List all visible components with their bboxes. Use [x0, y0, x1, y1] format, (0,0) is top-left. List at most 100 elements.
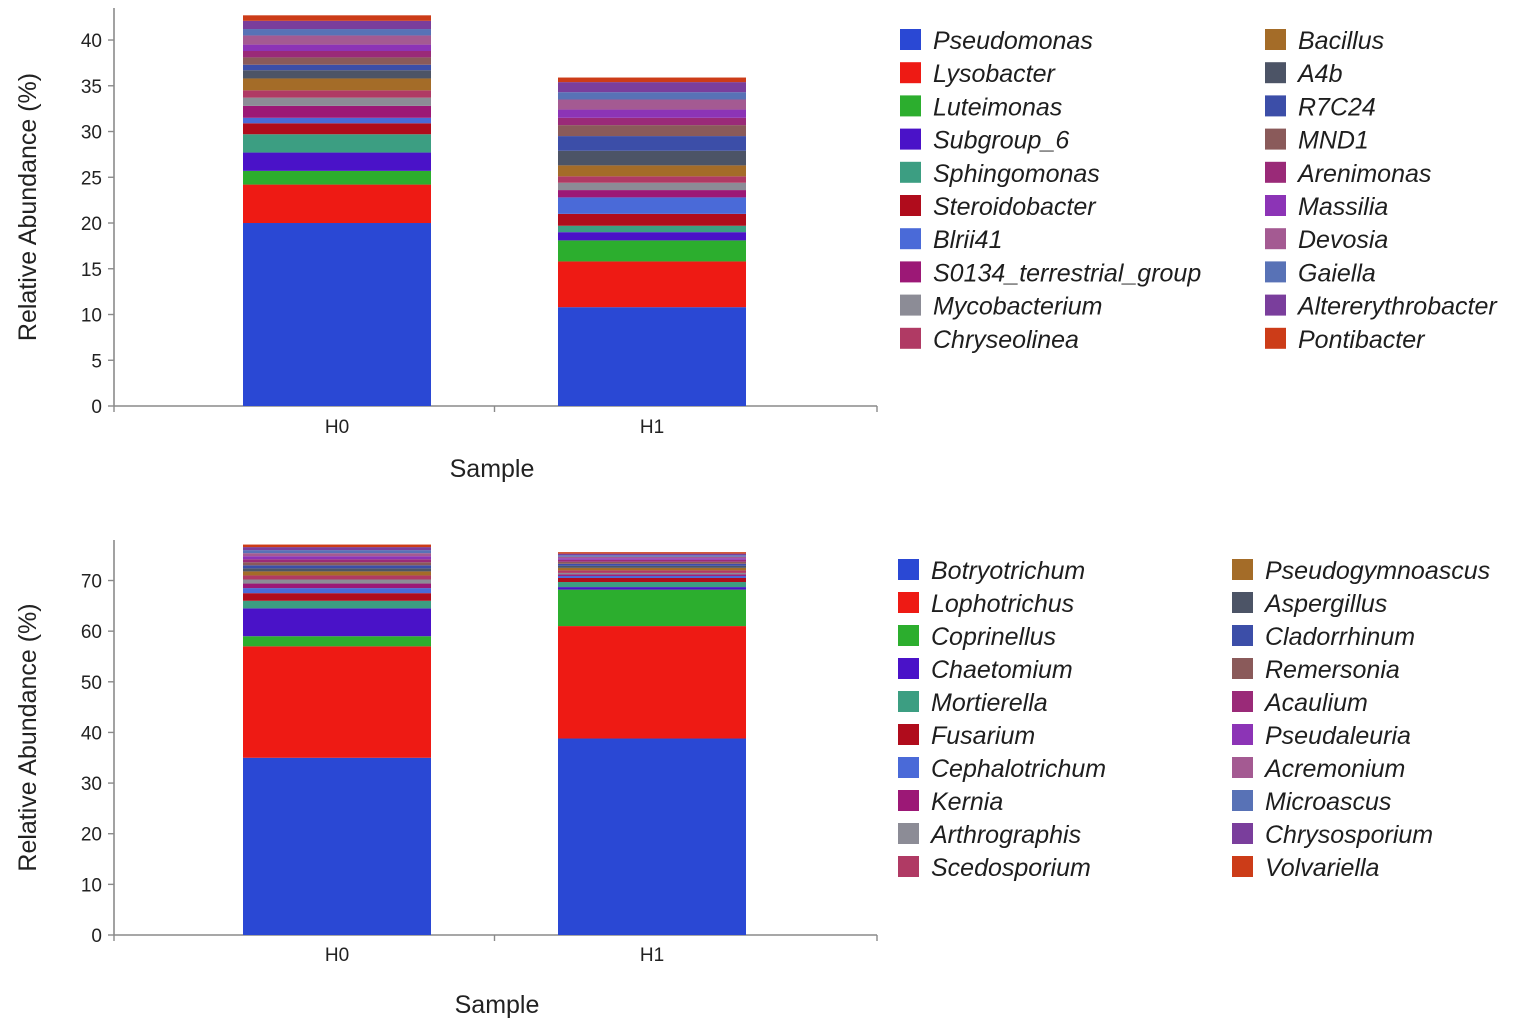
y-tick-label: 30	[81, 774, 102, 795]
bar-segment	[243, 44, 431, 52]
bar-segment	[243, 600, 431, 609]
legend-swatch	[1265, 327, 1286, 349]
bar-segment	[558, 556, 746, 559]
bar-segment	[243, 117, 431, 124]
y-tick-label: 5	[91, 351, 102, 372]
legend-swatch	[898, 592, 919, 613]
bar-segment	[243, 553, 431, 557]
y-tick-label: 40	[81, 31, 102, 52]
bar-segment	[243, 559, 431, 563]
bar-segment	[558, 559, 746, 562]
bar-segment	[558, 197, 746, 214]
x-tick-label: H1	[640, 417, 664, 438]
legend-label: Sphingomonas	[933, 160, 1100, 188]
bar-segment	[558, 558, 746, 560]
legend-label: Scedosporium	[931, 854, 1091, 882]
bar-segment	[243, 593, 431, 601]
legend-swatch	[898, 757, 919, 778]
legend-swatch	[898, 625, 919, 646]
y-tick-label: 25	[81, 168, 102, 189]
y-axis-title: Relative Abundance (%)	[14, 603, 42, 871]
bar-segment	[243, 562, 431, 566]
legend-label: Chaetomium	[931, 656, 1073, 684]
bar-segment	[558, 565, 746, 568]
x-tick-label: H1	[640, 945, 664, 966]
bar-segment	[243, 568, 431, 572]
y-tick-label: 0	[91, 397, 102, 418]
legend-label: Volvariella	[1265, 854, 1380, 882]
legend-label: A4b	[1296, 60, 1343, 88]
legend-label: Arthrographis	[929, 821, 1081, 849]
bar-segment	[243, 35, 431, 45]
bar-segment	[243, 571, 431, 576]
legend-label: Cladorrhinum	[1265, 623, 1415, 651]
legend-label: Cephalotrichum	[931, 755, 1106, 783]
bar-segment	[558, 577, 746, 583]
legend-swatch	[1232, 658, 1253, 679]
y-tick-label: 0	[91, 926, 102, 947]
legend-label: Massilia	[1298, 193, 1388, 221]
bar-segment	[558, 92, 746, 100]
bar-segment	[558, 552, 746, 554]
legend-label: Acremonium	[1263, 755, 1405, 783]
legend-swatch	[898, 856, 919, 877]
legend-label: Fusarium	[931, 722, 1035, 750]
y-tick-label: 60	[81, 622, 102, 643]
bar-segment	[243, 57, 431, 65]
x-axis-title: Sample	[455, 991, 540, 1019]
legend-swatch	[1232, 823, 1253, 844]
y-tick-label: 20	[81, 825, 102, 846]
legend-swatch	[900, 261, 921, 283]
legend-label: R7C24	[1298, 93, 1376, 121]
legend-swatch	[1265, 261, 1286, 283]
legend-label: Devosia	[1298, 226, 1388, 254]
legend-label: Steroidobacter	[933, 193, 1097, 221]
bar-segment	[243, 588, 431, 594]
bar-segment	[558, 574, 746, 576]
bar-segment	[558, 567, 746, 571]
legend-label: Microascus	[1265, 788, 1391, 816]
y-axis-title: Relative Abundance (%)	[14, 73, 42, 341]
legend-label: Aspergillus	[1263, 590, 1387, 618]
bar-segment	[243, 608, 431, 637]
legend-swatch	[898, 790, 919, 811]
bar-segment	[243, 646, 431, 758]
bar-segment	[558, 563, 746, 566]
legend-label: Pseudaleuria	[1265, 722, 1411, 750]
bar-segment	[558, 553, 746, 556]
bar-segment	[243, 550, 431, 554]
bar-segment	[243, 636, 431, 647]
legend-label: Remersonia	[1265, 656, 1400, 684]
bacteria-chart-panel: 0 5 10 15 20 25 30 35 40 H0 H1 Sample Relative Abund…	[14, 8, 1498, 483]
legend-swatch	[900, 62, 921, 84]
legend-label: Subgroup_6	[933, 127, 1069, 155]
bar-segment	[243, 70, 431, 79]
bar-segment	[243, 223, 431, 406]
legend-swatch	[1265, 62, 1286, 84]
legend-swatch	[900, 195, 921, 216]
bar-segment	[558, 82, 746, 93]
legend-label: S0134_terrestrial_group	[933, 259, 1201, 287]
x-axis-title: Sample	[450, 455, 535, 483]
legend-swatch	[900, 228, 921, 250]
bar-segment	[558, 136, 746, 151]
legend-swatch	[898, 658, 919, 679]
fungi-chart-panel: 0 10 20 30 40 50 60 70 H0 H1 Sample Relative Abunda…	[14, 540, 1490, 1019]
bar-segment	[558, 176, 746, 183]
legend-swatch	[898, 691, 919, 712]
bar-segment	[243, 134, 431, 153]
bar-segment	[243, 15, 431, 21]
bar-segment	[243, 105, 431, 118]
bar-segment	[558, 190, 746, 198]
y-tick-label: 10	[81, 875, 102, 896]
legend-label: Lysobacter	[933, 60, 1057, 88]
bar-segment	[558, 182, 746, 191]
legend-swatch	[1265, 294, 1286, 316]
legend-swatch	[1265, 228, 1286, 250]
legend-label: Chrysosporium	[1265, 821, 1433, 849]
bar-segment	[558, 261, 746, 308]
legend-label: Luteimonas	[933, 93, 1062, 121]
bar-segment	[243, 565, 431, 569]
legend-label: Arenimonas	[1296, 160, 1431, 188]
bar-segment	[558, 572, 746, 575]
